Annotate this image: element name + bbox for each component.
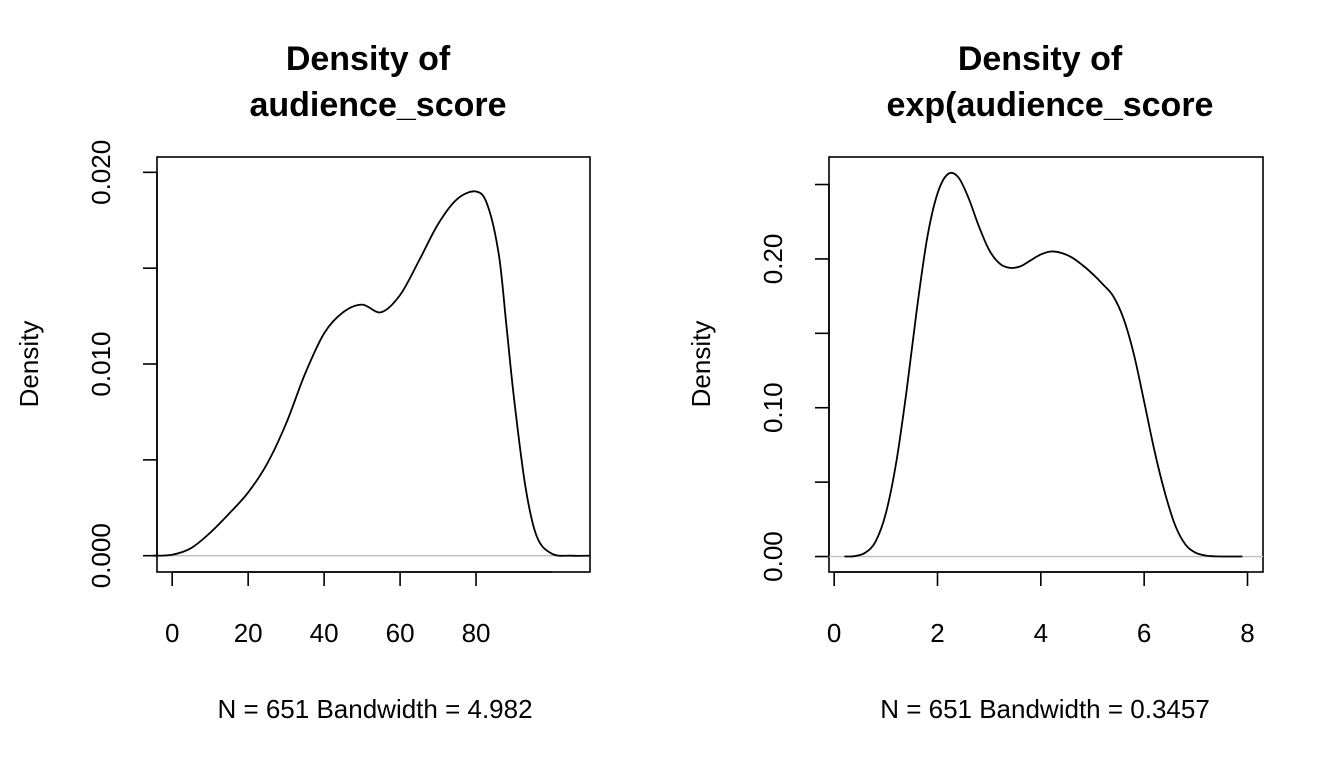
x-tick-label: 20 [234, 618, 263, 648]
y-axis-label: Density [686, 321, 716, 408]
chart-title-line-1: Density of [286, 40, 451, 78]
chart-title-line-2: exp(audience_score [887, 86, 1214, 124]
x-tick-label: 0 [165, 618, 179, 648]
y-axis-label: Density [14, 321, 44, 408]
density-panel-audience-score: Density of audience_score 0 20 40 60 80 0.000… [14, 40, 591, 724]
plot-frame [156, 156, 591, 573]
y-tick-label: 0.00 [758, 531, 788, 582]
x-tick-label: 6 [1137, 618, 1151, 648]
y-tick-label: 0.000 [86, 523, 116, 588]
y-tick-label: 0.10 [758, 382, 788, 433]
y-tick-label: 0.20 [758, 234, 788, 285]
axes-group: 0 20 40 60 80 0.000 0.010 0.020 [86, 140, 553, 648]
x-tick-label: 0 [827, 618, 841, 648]
x-tick-label: 80 [462, 618, 491, 648]
x-tick-label: 40 [310, 618, 339, 648]
density-panel-exp-audience-score: Density of exp(audience_score 0 2 4 6 80.000… [686, 40, 1264, 724]
axes-group: 0 2 4 6 8 0.00 0.10 0.20 [758, 183, 1255, 648]
density-curve [844, 171, 1243, 558]
x-tick-label: 60 [386, 618, 415, 648]
chart-title-line-1: Density of [958, 40, 1123, 78]
y-tick-label: 0.020 [86, 140, 116, 205]
x-tick-label: 4 [1034, 618, 1048, 648]
density-curve [153, 190, 591, 557]
plot-frame [828, 156, 1264, 573]
x-axis-label: N = 651 Bandwidth = 4.982 [217, 694, 532, 724]
chart-title-line-2: audience_score [249, 86, 506, 124]
x-tick-label: 8 [1240, 618, 1254, 648]
x-tick-label: 2 [930, 618, 944, 648]
x-axis-label: N = 651 Bandwidth = 0.3457 [880, 694, 1210, 724]
y-tick-label: 0.010 [86, 331, 116, 396]
